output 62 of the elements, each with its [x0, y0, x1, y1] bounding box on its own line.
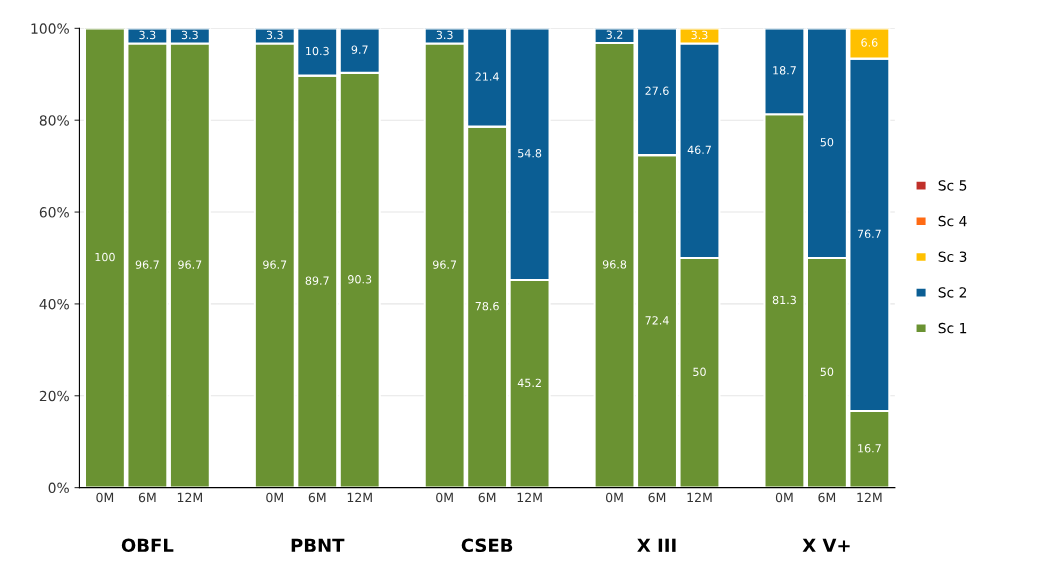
data-label: 90.3 — [348, 275, 372, 284]
x-tick-label: 12M — [347, 492, 372, 502]
data-label: 3.2 — [606, 30, 623, 39]
data-label: 96.7 — [263, 260, 287, 269]
data-label: 3.3 — [436, 30, 453, 40]
data-label: 72.4 — [645, 316, 669, 325]
x-tick-label: 6M — [138, 492, 156, 503]
text: PBNT — [291, 538, 345, 552]
x-tick-label: 0M — [606, 492, 623, 503]
y-tick-label: 60% — [39, 207, 69, 218]
data-label: 96.8 — [602, 260, 627, 269]
x-tick-label: 12M — [687, 492, 712, 502]
data-label: 3.3 — [181, 30, 198, 40]
data-label: 16.7 — [858, 444, 881, 453]
y-tick-label: 40% — [39, 298, 69, 310]
data-label: 3.3 — [139, 30, 156, 40]
data-label: 89.7 — [305, 276, 329, 285]
text: OBFL — [121, 538, 174, 553]
data-label: 96.7 — [178, 260, 202, 269]
data-label: 10.3 — [306, 46, 329, 56]
text: X III — [637, 538, 676, 552]
x-tick-label: 6M — [478, 492, 496, 503]
y-tick-label: 20% — [39, 390, 69, 402]
data-label: 21.4 — [475, 72, 499, 81]
x-tick-label: 0M — [96, 492, 114, 503]
y-tick-label: 100% — [31, 23, 69, 34]
legend-label: Sc 2 — [938, 287, 967, 298]
data-label: 50 — [693, 367, 706, 377]
data-label: 54.8 — [518, 149, 542, 158]
data-label: 6.6 — [861, 38, 878, 47]
legend-label: Sc 1 — [938, 322, 967, 334]
x-tick-label: 12M — [517, 492, 542, 502]
data-label: 50 — [820, 137, 834, 147]
x-tick-label: 0M — [266, 492, 283, 503]
data-label: 3.3 — [266, 30, 283, 40]
text: CSEB — [461, 538, 513, 553]
x-tick-label: 0M — [775, 492, 793, 503]
data-label: 100 — [95, 252, 115, 262]
legend-label: Sc 3 — [938, 251, 967, 263]
data-label: 9.7 — [351, 45, 368, 54]
data-label: 96.7 — [135, 260, 159, 269]
legend-label: Sc 5 — [938, 180, 967, 191]
data-label: 81.3 — [772, 295, 796, 305]
data-label: 3.3 — [691, 30, 708, 40]
x-tick-label: 6M — [648, 492, 666, 503]
data-label: 78.6 — [475, 301, 499, 311]
data-label: 76.7 — [857, 229, 881, 239]
x-tick-label: 6M — [308, 492, 326, 503]
text: X V+ — [802, 538, 850, 552]
data-label: 50 — [820, 367, 834, 377]
x-tick-label: 0M — [436, 492, 453, 503]
data-label: 27.6 — [645, 86, 669, 95]
legend-label: Sc 4 — [938, 215, 967, 227]
x-tick-label: 6M — [818, 492, 836, 503]
data-label: 45.2 — [517, 378, 541, 388]
y-tick-label: 0% — [48, 482, 69, 494]
x-tick-label: 12M — [857, 492, 882, 502]
data-label: 18.7 — [773, 66, 796, 75]
data-label: 46.7 — [687, 145, 711, 154]
x-tick-label: 12M — [177, 492, 202, 502]
data-label: 96.7 — [433, 260, 457, 269]
y-tick-label: 80% — [39, 115, 69, 126]
